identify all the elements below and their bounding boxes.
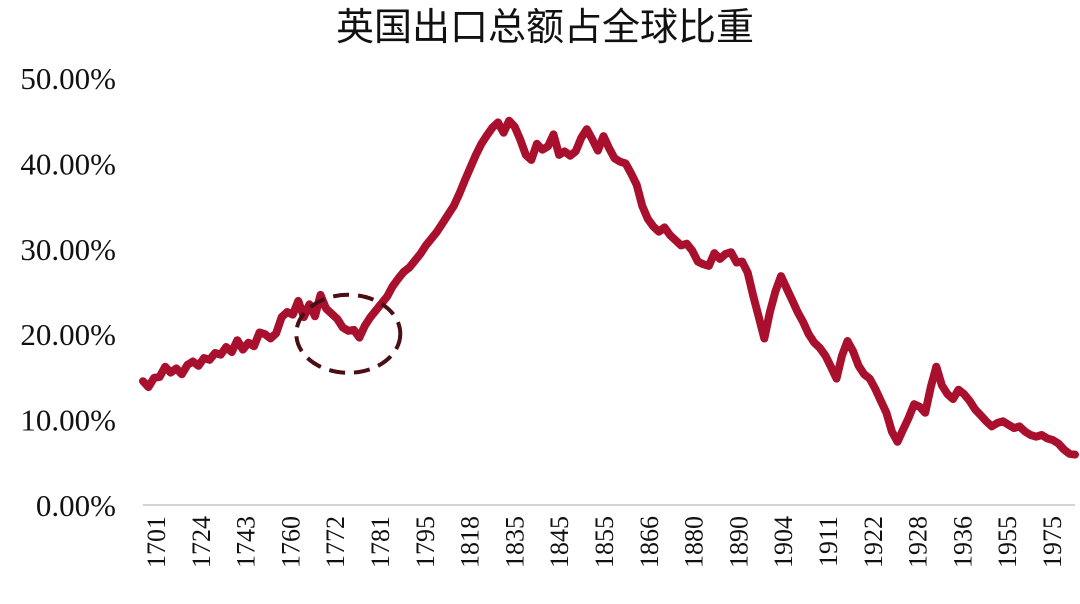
- x-tick-label: 1928: [904, 516, 933, 568]
- y-tick-label: 20.00%: [20, 317, 116, 352]
- x-tick-label: 1835: [500, 516, 529, 568]
- x-tick-label: 1781: [366, 516, 395, 568]
- x-tick-label: 1904: [769, 516, 798, 568]
- x-tick-label: 1975: [1038, 516, 1067, 568]
- x-tick-label: 1955: [993, 516, 1022, 568]
- y-tick-label: 50.00%: [20, 61, 116, 96]
- chart-title: 英国出口总额占全球比重: [336, 5, 754, 49]
- x-tick-label: 1922: [859, 516, 888, 568]
- x-axis: 1701 1724 1743 1760 1772 1781 1795 1818 1835 1845…: [142, 516, 1067, 568]
- y-tick-label: 30.00%: [20, 232, 116, 267]
- x-tick-label: 1724: [187, 516, 216, 568]
- highlight-circle: [294, 292, 403, 375]
- x-tick-label: 1911: [814, 516, 843, 567]
- x-tick-label: 1936: [948, 516, 977, 568]
- x-tick-label: 1743: [232, 516, 261, 568]
- x-tick-label: 1795: [411, 516, 440, 568]
- y-tick-label: 40.00%: [20, 146, 116, 181]
- x-tick-label: 1880: [680, 516, 709, 568]
- series-line: [139, 116, 1079, 459]
- x-tick-label: 1866: [635, 516, 664, 568]
- x-tick-label: 1760: [276, 516, 305, 568]
- x-tick-label: 1818: [456, 516, 485, 568]
- y-axis: 0.00% 10.00% 20.00% 30.00% 40.00% 50.00%: [20, 61, 116, 523]
- x-tick-label: 1772: [321, 516, 350, 568]
- x-tick-label: 1701: [142, 516, 171, 568]
- y-tick-label: 0.00%: [36, 488, 116, 523]
- x-tick-label: 1890: [724, 516, 753, 568]
- y-tick-label: 10.00%: [20, 403, 116, 438]
- x-tick-label: 1845: [545, 516, 574, 568]
- x-tick-label: 1855: [590, 516, 619, 568]
